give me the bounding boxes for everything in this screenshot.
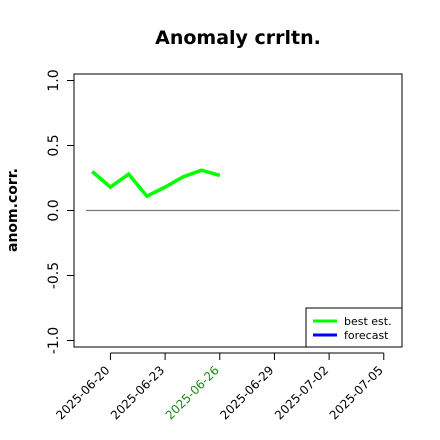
y-tick-label: 1.0 <box>46 69 62 91</box>
x-tick-label: 2025-06-23 <box>108 363 167 422</box>
y-tick-label: -1.0 <box>46 327 62 354</box>
legend-box <box>305 307 403 348</box>
y-axis-label: anom.corr. <box>5 168 21 252</box>
x-axis: 2025-06-202025-06-232025-06-262025-06-29… <box>53 352 386 422</box>
y-tick-label: 0.0 <box>46 199 62 221</box>
y-tick-label: 0.5 <box>46 134 62 156</box>
plot-area <box>86 168 400 212</box>
x-tick-label: 2025-07-05 <box>327 363 386 422</box>
legend-label-best-est: best est. <box>344 315 392 328</box>
y-tick-label: -0.5 <box>46 262 62 289</box>
chart-title: Anomaly crrltn. <box>155 27 321 49</box>
x-tick-label: 2025-06-29 <box>217 363 276 422</box>
series-line-best-est <box>91 168 221 199</box>
y-axis: -1.0 -0.5 0.0 0.5 1.0 <box>46 69 75 354</box>
legend-label-forecast: forecast <box>344 329 389 342</box>
x-tick-label: 2025-07-02 <box>272 363 331 422</box>
legend: best est. forecast <box>305 307 403 348</box>
x-tick-label: 2025-06-20 <box>53 363 112 422</box>
x-tick-label: 2025-06-26 <box>163 363 222 422</box>
